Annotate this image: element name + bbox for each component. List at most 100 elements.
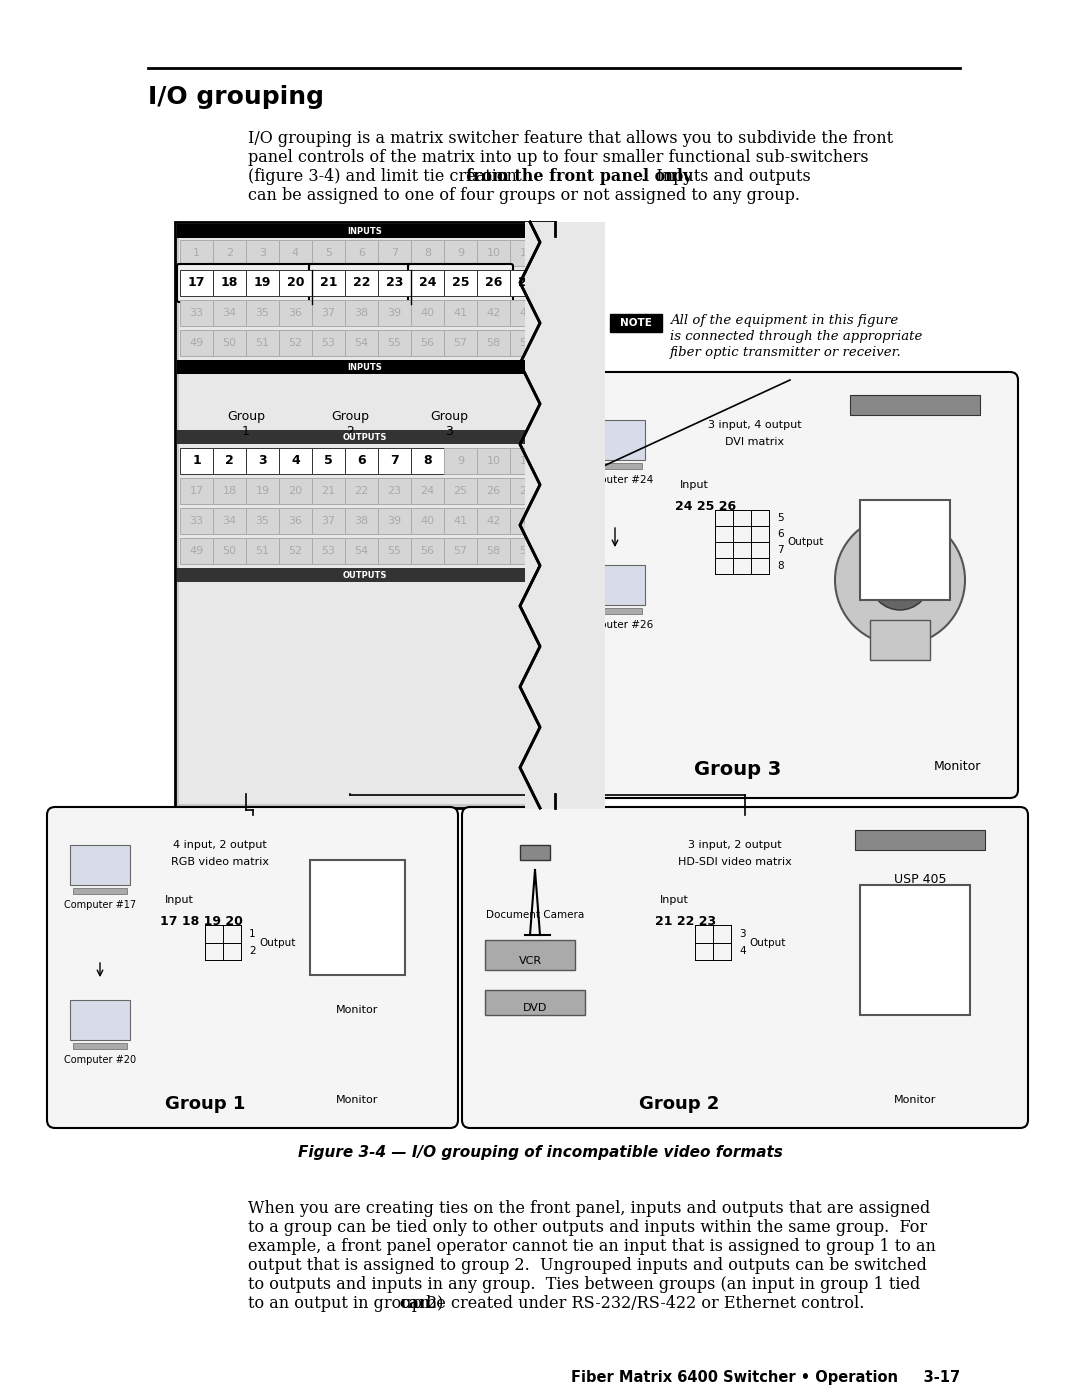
Text: 1: 1 xyxy=(193,249,200,258)
Bar xyxy=(345,509,378,534)
Text: 38: 38 xyxy=(354,307,368,319)
Text: Input: Input xyxy=(680,481,708,490)
Text: 39: 39 xyxy=(388,515,402,527)
Bar xyxy=(477,240,510,265)
Bar xyxy=(477,448,510,474)
Bar xyxy=(180,330,213,356)
Text: 50: 50 xyxy=(222,546,237,556)
Bar xyxy=(177,569,553,583)
Text: 18: 18 xyxy=(220,277,239,289)
Text: 41: 41 xyxy=(454,515,468,527)
Bar xyxy=(246,330,279,356)
Bar xyxy=(378,240,411,265)
Bar xyxy=(378,448,411,474)
Text: 58: 58 xyxy=(486,338,500,348)
Text: 6: 6 xyxy=(357,454,366,468)
Text: Computer #20: Computer #20 xyxy=(64,1055,136,1065)
Text: 56: 56 xyxy=(420,546,434,556)
Bar xyxy=(510,448,543,474)
Bar xyxy=(177,430,553,444)
Bar xyxy=(378,478,411,504)
Text: 5: 5 xyxy=(325,249,332,258)
Text: Input: Input xyxy=(660,895,689,905)
Text: 54: 54 xyxy=(354,338,368,348)
Bar xyxy=(444,300,477,326)
Text: 9: 9 xyxy=(457,455,464,467)
Text: 55: 55 xyxy=(388,338,402,348)
Text: Computer #17: Computer #17 xyxy=(64,900,136,909)
Bar xyxy=(73,1044,127,1049)
Text: 25: 25 xyxy=(454,486,468,496)
Text: 17 18 19 20: 17 18 19 20 xyxy=(160,915,243,928)
Bar xyxy=(411,478,444,504)
Text: Input: Input xyxy=(165,895,194,905)
Text: Monitor: Monitor xyxy=(894,1095,936,1105)
Bar xyxy=(246,478,279,504)
Text: 11: 11 xyxy=(519,249,534,258)
Text: Monitor: Monitor xyxy=(336,1095,378,1105)
Bar xyxy=(477,478,510,504)
Bar xyxy=(860,500,950,599)
Text: 3 input, 2 output: 3 input, 2 output xyxy=(688,840,782,849)
Text: 42: 42 xyxy=(486,307,501,319)
Bar xyxy=(588,462,642,469)
Bar xyxy=(345,330,378,356)
Text: OUTPUTS: OUTPUTS xyxy=(342,570,388,580)
Bar xyxy=(411,448,444,474)
Text: 57: 57 xyxy=(454,338,468,348)
Text: When you are creating ties on the front panel, inputs and outputs that are assig: When you are creating ties on the front … xyxy=(248,1200,930,1217)
Text: 27: 27 xyxy=(517,277,536,289)
Bar xyxy=(180,478,213,504)
Bar xyxy=(477,330,510,356)
Text: USP 405: USP 405 xyxy=(894,873,946,886)
Bar xyxy=(444,538,477,564)
Bar xyxy=(510,300,543,326)
Bar xyxy=(279,448,312,474)
Text: 1: 1 xyxy=(249,929,256,939)
Text: 7: 7 xyxy=(777,545,784,555)
Bar xyxy=(510,509,543,534)
Text: to outputs and inputs in any group.  Ties between groups (an input in group 1 ti: to outputs and inputs in any group. Ties… xyxy=(248,1275,920,1294)
Text: INPUTS: INPUTS xyxy=(348,362,382,372)
Text: 5: 5 xyxy=(777,513,784,522)
Bar xyxy=(485,940,575,970)
FancyBboxPatch shape xyxy=(309,264,414,302)
Text: 20: 20 xyxy=(288,486,302,496)
Bar xyxy=(279,538,312,564)
Bar xyxy=(855,830,985,849)
Circle shape xyxy=(835,515,966,645)
Text: INPUTS: INPUTS xyxy=(348,226,382,236)
Text: be created under RS-232/RS-422 or Ethernet control.: be created under RS-232/RS-422 or Ethern… xyxy=(421,1295,864,1312)
Bar xyxy=(485,990,585,1016)
Bar xyxy=(585,564,645,605)
Text: output that is assigned to group 2.  Ungrouped inputs and outputs can be switche: output that is assigned to group 2. Ungr… xyxy=(248,1257,927,1274)
Bar xyxy=(444,448,477,474)
Text: Output: Output xyxy=(259,937,295,947)
Bar xyxy=(180,270,213,296)
FancyBboxPatch shape xyxy=(462,807,1028,1127)
Text: 26: 26 xyxy=(486,486,500,496)
Text: 59: 59 xyxy=(519,338,534,348)
Text: panel controls of the matrix into up to four smaller functional sub-switchers: panel controls of the matrix into up to … xyxy=(248,149,868,166)
FancyBboxPatch shape xyxy=(48,807,458,1127)
Bar xyxy=(177,360,553,374)
Bar xyxy=(477,300,510,326)
Text: Group 1: Group 1 xyxy=(165,1095,245,1113)
Bar xyxy=(279,330,312,356)
Bar xyxy=(246,300,279,326)
Text: 49: 49 xyxy=(189,338,204,348)
Bar xyxy=(246,270,279,296)
Bar xyxy=(588,608,642,615)
Bar xyxy=(279,300,312,326)
Bar xyxy=(213,270,246,296)
Text: 41: 41 xyxy=(454,307,468,319)
Text: Output: Output xyxy=(787,536,823,548)
Bar xyxy=(213,448,246,474)
Bar xyxy=(179,226,551,805)
Text: 33: 33 xyxy=(189,515,203,527)
Text: 20: 20 xyxy=(287,277,305,289)
Bar xyxy=(519,845,550,861)
Text: 57: 57 xyxy=(454,546,468,556)
Text: 4: 4 xyxy=(739,946,745,957)
Bar xyxy=(444,270,477,296)
